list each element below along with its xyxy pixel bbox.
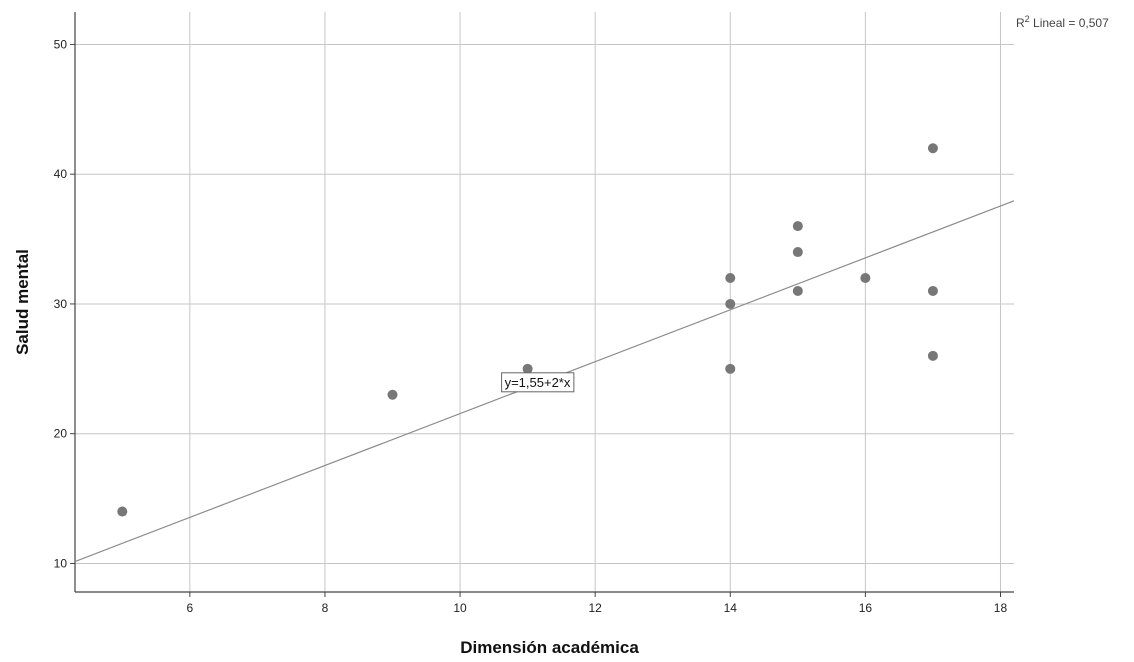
- fit-equation-label: y=1,55+2*x: [501, 372, 575, 393]
- data-point: [860, 272, 871, 283]
- x-tick-label: 16: [859, 601, 873, 615]
- data-point: [387, 389, 398, 400]
- y-tick-label: 50: [54, 37, 68, 51]
- x-tick-label: 14: [724, 601, 738, 615]
- data-point: [927, 350, 938, 361]
- x-tick-label: 18: [994, 601, 1008, 615]
- data-point: [792, 221, 803, 232]
- y-axis-title: Salud mental: [13, 249, 32, 355]
- data-point: [725, 363, 736, 374]
- r2-superscript: 2: [1025, 14, 1030, 24]
- x-tick-label: 6: [186, 601, 193, 615]
- data-point: [927, 285, 938, 296]
- fit-equation-box: [501, 372, 575, 393]
- data-point: [117, 506, 128, 517]
- data-point: [522, 363, 533, 374]
- x-axis-title: Dimensión académica: [460, 638, 639, 657]
- data-point: [792, 247, 803, 258]
- fit-equation-text: y=1,55+2*x: [505, 375, 571, 390]
- r2-label: R2 Lineal = 0,507: [1016, 14, 1109, 30]
- x-tick-label: 8: [322, 601, 329, 615]
- data-point: [927, 143, 938, 154]
- tick-labels: 6 8 10 12 14 16 18 10 20 30 40 50: [54, 37, 1008, 615]
- data-point: [725, 298, 736, 309]
- data-points: [117, 143, 938, 517]
- grid-lines: [75, 12, 1014, 592]
- data-point: [725, 272, 736, 283]
- r2-suffix: Lineal = 0,507: [1030, 16, 1109, 30]
- r2-prefix: R: [1016, 16, 1025, 30]
- axes: [74, 12, 1014, 593]
- x-tick-label: 10: [453, 601, 467, 615]
- y-tick-label: 30: [54, 297, 68, 311]
- y-tick-label: 10: [54, 556, 68, 570]
- x-tick-label: 12: [588, 601, 602, 615]
- data-point: [792, 285, 803, 296]
- y-tick-label: 40: [54, 167, 68, 181]
- y-tick-label: 20: [54, 427, 68, 441]
